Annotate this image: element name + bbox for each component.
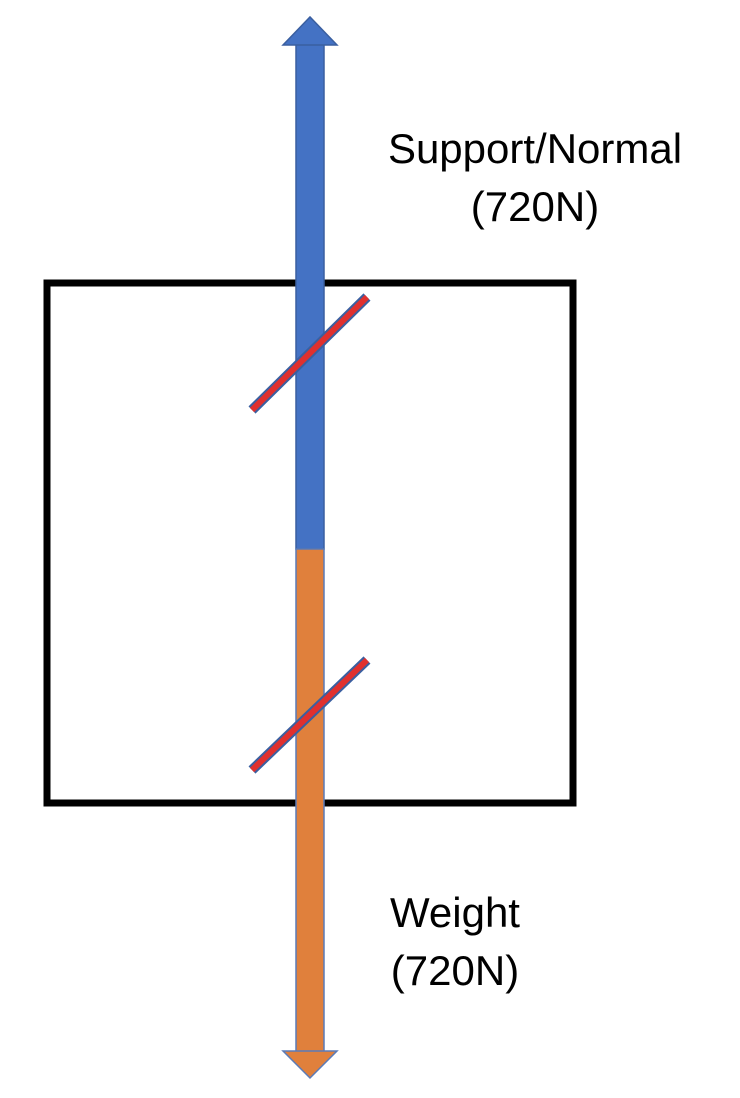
support-arrow-head	[281, 15, 339, 46]
support-force-magnitude: (720N)	[470, 183, 600, 230]
support-force-label: Support/Normal (720N)	[350, 120, 720, 236]
support-force-name: Support/Normal	[387, 125, 683, 172]
equality-mark-weight	[248, 656, 371, 774]
weight-force-arrow	[281, 548, 339, 1080]
equality-mark-support	[248, 293, 371, 414]
weight-force-name: Weight	[390, 889, 520, 936]
weight-force-label: Weight (720N)	[360, 884, 550, 1000]
weight-arrow-head	[281, 1050, 339, 1080]
weight-force-magnitude: (720N)	[390, 947, 520, 994]
weight-arrow-shaft	[295, 548, 325, 1053]
support-arrow-shaft	[295, 43, 325, 550]
